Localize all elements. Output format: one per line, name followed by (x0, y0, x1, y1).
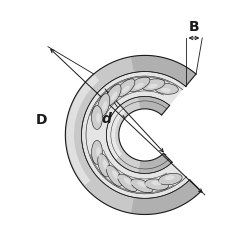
Text: B: B (189, 20, 199, 34)
Ellipse shape (151, 181, 161, 185)
Ellipse shape (137, 182, 147, 187)
Ellipse shape (102, 101, 107, 111)
Text: d: d (102, 112, 111, 126)
Ellipse shape (106, 84, 121, 105)
Polygon shape (66, 75, 99, 185)
Ellipse shape (165, 176, 174, 180)
Ellipse shape (128, 77, 150, 92)
Ellipse shape (106, 166, 122, 186)
Ellipse shape (158, 173, 182, 185)
Ellipse shape (98, 154, 110, 177)
Polygon shape (107, 106, 126, 160)
Ellipse shape (96, 147, 100, 157)
Ellipse shape (92, 106, 102, 130)
Ellipse shape (131, 179, 153, 193)
Ellipse shape (116, 79, 135, 97)
Polygon shape (65, 56, 201, 214)
Ellipse shape (141, 79, 165, 90)
Text: D: D (36, 112, 48, 126)
Ellipse shape (145, 179, 169, 190)
Polygon shape (82, 72, 190, 198)
Polygon shape (106, 97, 140, 173)
Ellipse shape (124, 178, 132, 185)
Polygon shape (65, 56, 134, 213)
Ellipse shape (92, 140, 102, 164)
Polygon shape (106, 96, 172, 174)
Ellipse shape (118, 174, 137, 192)
Ellipse shape (148, 84, 158, 88)
Ellipse shape (134, 83, 144, 89)
Ellipse shape (111, 92, 117, 100)
Ellipse shape (103, 160, 108, 169)
Ellipse shape (122, 86, 130, 93)
Ellipse shape (154, 83, 178, 94)
Ellipse shape (112, 170, 119, 179)
Ellipse shape (98, 94, 110, 117)
Ellipse shape (96, 113, 100, 123)
Ellipse shape (161, 88, 171, 92)
